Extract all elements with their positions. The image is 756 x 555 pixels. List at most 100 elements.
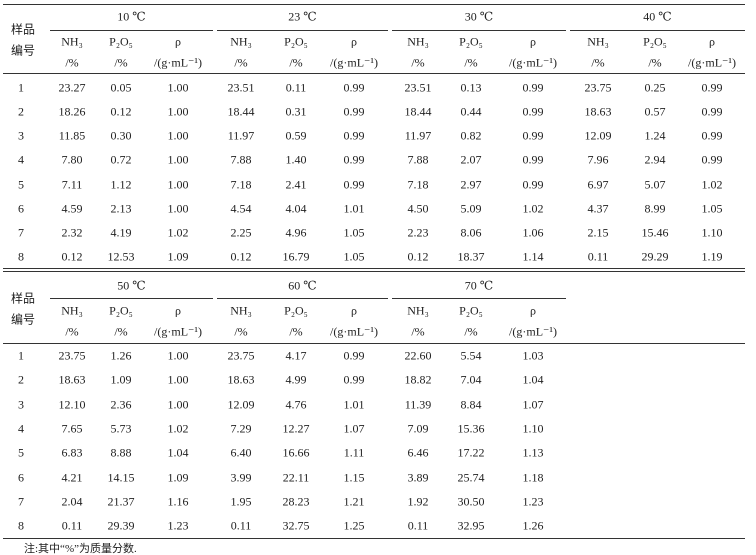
column-unit: /% (289, 324, 303, 339)
cell: 1.00 (167, 152, 189, 167)
sample-id: 2 (18, 372, 24, 387)
cell: 12.09 (584, 128, 612, 143)
cell: 4.37 (587, 201, 609, 216)
cell: 0.11 (285, 80, 307, 95)
cell: 4.96 (285, 225, 307, 240)
cell: 11.85 (58, 128, 86, 143)
cell: 12.27 (282, 421, 310, 436)
cell: 1.09 (167, 470, 189, 484)
cell: 7.18 (407, 177, 429, 192)
column-name: ρ (530, 303, 536, 318)
cell: 0.30 (110, 128, 132, 143)
cell: 18.63 (227, 372, 255, 387)
cell: 0.99 (522, 104, 544, 119)
cell: 0.12 (61, 249, 83, 264)
cell: 0.12 (407, 249, 429, 264)
cell: 23.27 (58, 80, 86, 95)
cell: 1.11 (343, 445, 365, 460)
cell: 1.05 (343, 225, 365, 240)
cell: 1.16 (167, 494, 189, 509)
cell: 4.17 (285, 348, 307, 363)
cell: 1.02 (701, 177, 723, 192)
row-header: 样品 (11, 22, 36, 37)
rule (3, 271, 745, 272)
cell: 30.50 (457, 494, 485, 509)
sample-id: 5 (18, 445, 24, 460)
cell: 5.73 (110, 421, 132, 436)
cell: 0.99 (343, 152, 365, 167)
rule (50, 298, 213, 299)
cell: 1.25 (343, 518, 365, 533)
cell: 4.19 (110, 225, 132, 240)
cell: 0.99 (343, 372, 365, 387)
cell: 0.99 (343, 128, 365, 143)
cell: 0.57 (644, 104, 666, 119)
cell: 7.96 (587, 152, 609, 167)
cell: 8.84 (460, 397, 482, 412)
cell: 2.13 (110, 201, 132, 216)
group-header: 30 ℃ (464, 9, 494, 24)
cell: 7.65 (61, 421, 83, 436)
cell: 0.99 (343, 348, 365, 363)
column-unit: /(g·mL⁻¹) (509, 55, 557, 70)
rule (3, 538, 745, 539)
cell: 1.14 (522, 249, 544, 264)
column-name: P₂O₅ (284, 303, 308, 318)
cell: 0.99 (522, 152, 544, 167)
cell: 32.95 (457, 518, 485, 533)
cell: 0.99 (701, 80, 723, 95)
cell: 1.05 (701, 201, 723, 216)
group-header: 23 ℃ (288, 9, 317, 24)
cell: 1.13 (522, 445, 544, 460)
column-unit: /(g·mL⁻¹) (688, 55, 736, 70)
column-unit: /% (234, 324, 248, 339)
sample-id: 7 (18, 225, 24, 240)
cell: 1.10 (522, 421, 544, 436)
sample-id: 4 (18, 421, 24, 436)
cell: 1.04 (167, 445, 189, 460)
cell: 11.39 (404, 397, 432, 412)
rule (3, 73, 745, 74)
cell: 1.95 (230, 494, 252, 509)
cell: 2.15 (587, 225, 609, 240)
cell: 4.76 (285, 397, 307, 412)
cell: 18.63 (584, 104, 612, 119)
sample-id: 3 (18, 397, 24, 412)
rule (3, 268, 745, 269)
cell: 1.07 (522, 397, 544, 412)
cell: 4.50 (407, 201, 429, 216)
cell: 23.75 (584, 80, 612, 95)
cell: 18.44 (227, 104, 255, 119)
cell: 12.10 (58, 397, 86, 412)
cell: 0.11 (230, 518, 252, 533)
column-unit: /% (65, 324, 79, 339)
cell: 18.37 (457, 249, 485, 264)
cell: 4.54 (230, 201, 252, 216)
cell: 0.99 (701, 104, 723, 119)
column-name: NH₃ (407, 34, 429, 49)
group-header: 70 ℃ (464, 278, 494, 293)
sample-id: 1 (18, 80, 24, 95)
sample-id: 2 (18, 104, 24, 119)
column-unit: /% (289, 55, 303, 70)
cell: 1.19 (701, 249, 723, 264)
cell: 1.03 (522, 348, 544, 363)
cell: 7.88 (407, 152, 429, 167)
cell: 0.25 (644, 80, 666, 95)
cell: 0.11 (407, 518, 429, 533)
cell: 0.99 (701, 128, 723, 143)
cell: 16.66 (282, 445, 310, 460)
cell: 0.12 (230, 249, 252, 264)
cell: 5.07 (644, 177, 666, 192)
cell: 2.07 (460, 152, 482, 167)
row-header: 编号 (11, 312, 36, 327)
column-name: NH₃ (587, 34, 609, 49)
sample-id: 8 (18, 249, 24, 264)
column-name: NH₃ (61, 303, 83, 318)
column-unit: /% (464, 324, 478, 339)
column-name: ρ (351, 34, 357, 49)
rule (392, 30, 566, 31)
cell: 4.21 (61, 470, 83, 484)
rule (217, 298, 388, 299)
